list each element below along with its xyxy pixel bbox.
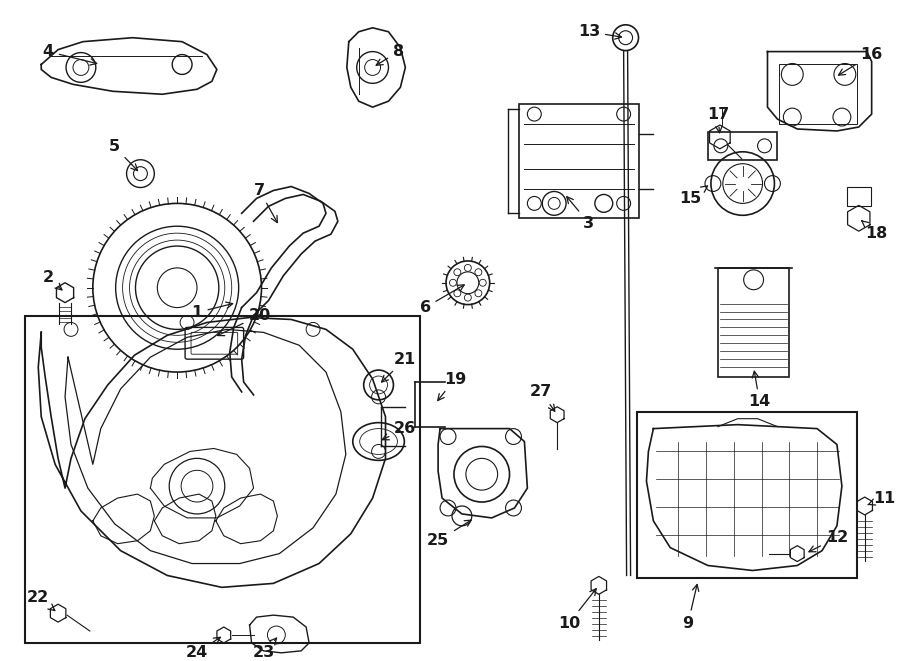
Text: 23: 23 — [252, 638, 276, 660]
Text: 3: 3 — [567, 197, 595, 231]
Bar — [718, 268, 789, 377]
Text: 19: 19 — [437, 371, 466, 401]
Text: 6: 6 — [419, 285, 464, 315]
Text: 16: 16 — [839, 47, 883, 75]
Text: 24: 24 — [186, 637, 220, 660]
Text: 18: 18 — [862, 221, 887, 241]
Text: 27: 27 — [530, 385, 554, 411]
Bar — [847, 186, 870, 206]
Circle shape — [449, 280, 456, 286]
Text: 14: 14 — [749, 371, 770, 409]
Circle shape — [475, 269, 482, 276]
Text: 20: 20 — [218, 308, 271, 336]
Text: 10: 10 — [558, 589, 596, 631]
Circle shape — [480, 280, 486, 286]
Text: 8: 8 — [376, 44, 404, 65]
Bar — [636, 412, 857, 578]
Text: 21: 21 — [382, 352, 417, 382]
Text: 26: 26 — [382, 421, 417, 440]
Circle shape — [464, 264, 472, 272]
Text: 11: 11 — [868, 490, 896, 506]
Text: 12: 12 — [809, 530, 848, 552]
Circle shape — [454, 290, 461, 297]
Text: 22: 22 — [27, 590, 55, 611]
Text: 1: 1 — [192, 302, 232, 320]
Text: 2: 2 — [42, 270, 62, 290]
Circle shape — [454, 269, 461, 276]
Bar — [519, 104, 638, 218]
Text: 4: 4 — [42, 44, 96, 65]
Text: 5: 5 — [109, 139, 138, 171]
Text: 17: 17 — [706, 106, 729, 133]
Text: 9: 9 — [682, 584, 698, 631]
Circle shape — [464, 294, 472, 301]
Bar — [779, 65, 857, 124]
Bar — [708, 132, 778, 160]
Text: 25: 25 — [427, 520, 472, 548]
Text: 15: 15 — [679, 186, 707, 206]
Bar — [25, 315, 420, 643]
Circle shape — [475, 290, 482, 297]
Text: 7: 7 — [254, 183, 277, 223]
Text: 13: 13 — [578, 24, 622, 39]
